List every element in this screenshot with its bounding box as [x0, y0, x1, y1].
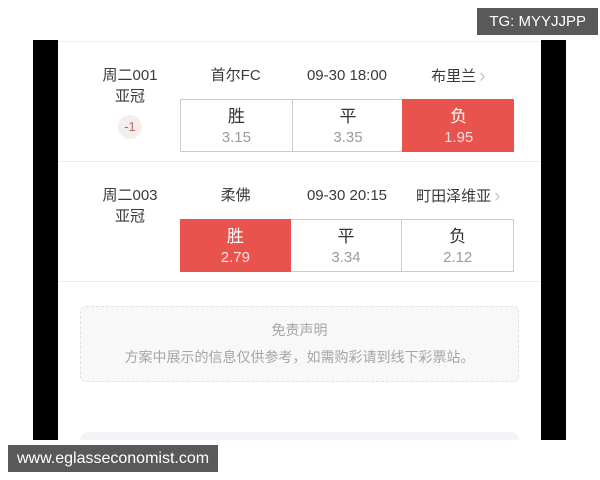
match-info: 周二001 亚冠 -1: [58, 66, 180, 152]
odds-value: 2.12: [443, 249, 473, 266]
away-team-link[interactable]: 町田泽维亚 ›: [403, 186, 514, 207]
disclaimer-title: 免责声明: [271, 322, 328, 338]
away-team-link[interactable]: 布里兰 ›: [403, 66, 514, 87]
odds-value: 3.15: [221, 129, 251, 146]
away-team-name: 町田泽维亚: [416, 188, 492, 205]
odds-value: 3.35: [333, 129, 363, 146]
teams-row: 柔佛 09-30 20:15 町田泽维亚 ›: [180, 186, 514, 207]
odds-value: 2.79: [220, 249, 250, 266]
match-id: 周二003: [102, 187, 158, 204]
plan-note-link[interactable]: 方案备注及查看: [233, 439, 366, 440]
match-row: 周二003 亚冠 柔佛 09-30 20:15 町田泽维亚 › 胜 2.79 平: [58, 162, 541, 282]
away-team-name: 布里兰: [431, 68, 477, 85]
odds-value: 3.34: [331, 249, 361, 266]
odds-cell-lose[interactable]: 负 1.95: [402, 99, 515, 152]
odds-table: 胜 2.79 平 3.34 负 2.12: [180, 219, 514, 272]
odds-cell-win[interactable]: 胜 2.79: [180, 219, 291, 272]
odds-label: 负: [450, 107, 468, 126]
odds-label: 负: [449, 227, 467, 246]
plan-note-section: 方案备注及查看: [80, 432, 519, 440]
match-league: 亚冠: [114, 208, 145, 225]
match-main: 柔佛 09-30 20:15 町田泽维亚 › 胜 2.79 平 3.34 负: [180, 186, 514, 272]
left-letterbox-bar: [33, 40, 58, 440]
website-watermark-badge: www.eglasseconomist.com: [8, 445, 219, 472]
odds-label: 胜: [227, 107, 245, 126]
chevron-right-icon: ›: [479, 66, 486, 87]
telegram-watermark-badge: TG: MYYJJPP: [477, 8, 598, 35]
match-datetime: 09-30 20:15: [306, 187, 388, 204]
match-id: 周二001: [102, 67, 158, 84]
teams-row: 首尔FC 09-30 18:00 布里兰 ›: [180, 66, 514, 87]
match-datetime: 09-30 18:00: [306, 67, 388, 84]
home-team: 首尔FC: [210, 67, 261, 84]
right-letterbox-bar: [541, 40, 566, 440]
match-info: 周二003 亚冠: [58, 186, 180, 272]
odds-cell-draw[interactable]: 平 3.35: [291, 100, 404, 151]
home-team: 柔佛: [220, 187, 251, 204]
match-league: 亚冠: [114, 88, 145, 105]
odds-table: 胜 3.15 平 3.35 负 1.95: [180, 99, 515, 152]
odds-cell-win[interactable]: 胜 3.15: [181, 100, 292, 151]
plan-note-label: 方案备注及查看: [254, 439, 366, 440]
disclaimer-body: 方案中展示的信息仅供参考，如需购彩请到线下彩票站。: [124, 349, 475, 365]
disclaimer-box: 免责声明 方案中展示的信息仅供参考，如需购彩请到线下彩票站。: [80, 306, 519, 382]
odds-label: 胜: [226, 227, 244, 246]
odds-label: 平: [337, 227, 355, 246]
odds-value: 1.95: [444, 129, 474, 146]
odds-label: 平: [339, 107, 357, 126]
chevron-right-icon: ›: [494, 186, 501, 207]
betting-slip-screen: 周二001 亚冠 -1 首尔FC 09-30 18:00 布里兰 › 胜 3.15…: [58, 41, 541, 440]
handicap-badge: -1: [118, 115, 142, 139]
odds-cell-lose[interactable]: 负 2.12: [401, 220, 513, 271]
match-main: 首尔FC 09-30 18:00 布里兰 › 胜 3.15 平 3.35 负: [180, 66, 515, 152]
odds-cell-draw[interactable]: 平 3.34: [289, 220, 402, 271]
match-row: 周二001 亚冠 -1 首尔FC 09-30 18:00 布里兰 › 胜 3.15…: [58, 42, 541, 162]
